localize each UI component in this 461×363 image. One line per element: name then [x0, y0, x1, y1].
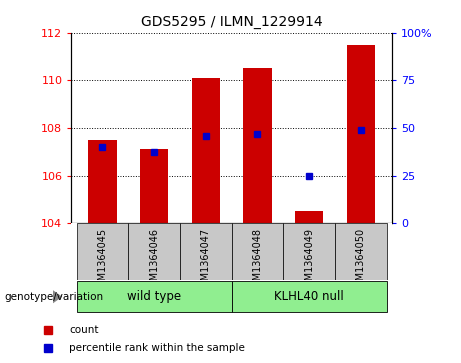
Bar — [180, 223, 231, 280]
Text: GSM1364050: GSM1364050 — [356, 228, 366, 293]
Text: GSM1364045: GSM1364045 — [97, 228, 107, 293]
Bar — [295, 211, 323, 223]
Bar — [77, 223, 128, 280]
Text: percentile rank within the sample: percentile rank within the sample — [69, 343, 245, 352]
Bar — [140, 150, 168, 223]
Bar — [231, 281, 387, 312]
Text: wild type: wild type — [127, 290, 181, 303]
Text: GSM1364047: GSM1364047 — [201, 228, 211, 293]
Bar — [243, 68, 272, 223]
Text: GSM1364046: GSM1364046 — [149, 228, 159, 293]
Text: GSM1364048: GSM1364048 — [253, 228, 262, 293]
Title: GDS5295 / ILMN_1229914: GDS5295 / ILMN_1229914 — [141, 15, 322, 29]
Bar — [77, 281, 231, 312]
Text: GSM1364049: GSM1364049 — [304, 228, 314, 293]
Text: KLHL40 null: KLHL40 null — [274, 290, 344, 303]
Bar — [88, 140, 117, 223]
Bar — [284, 223, 335, 280]
Bar — [335, 223, 387, 280]
Bar — [231, 223, 284, 280]
Bar — [347, 45, 375, 223]
Bar — [192, 78, 220, 223]
Text: genotype/variation: genotype/variation — [5, 292, 104, 302]
Polygon shape — [53, 290, 62, 303]
Text: count: count — [69, 325, 99, 335]
Bar — [128, 223, 180, 280]
